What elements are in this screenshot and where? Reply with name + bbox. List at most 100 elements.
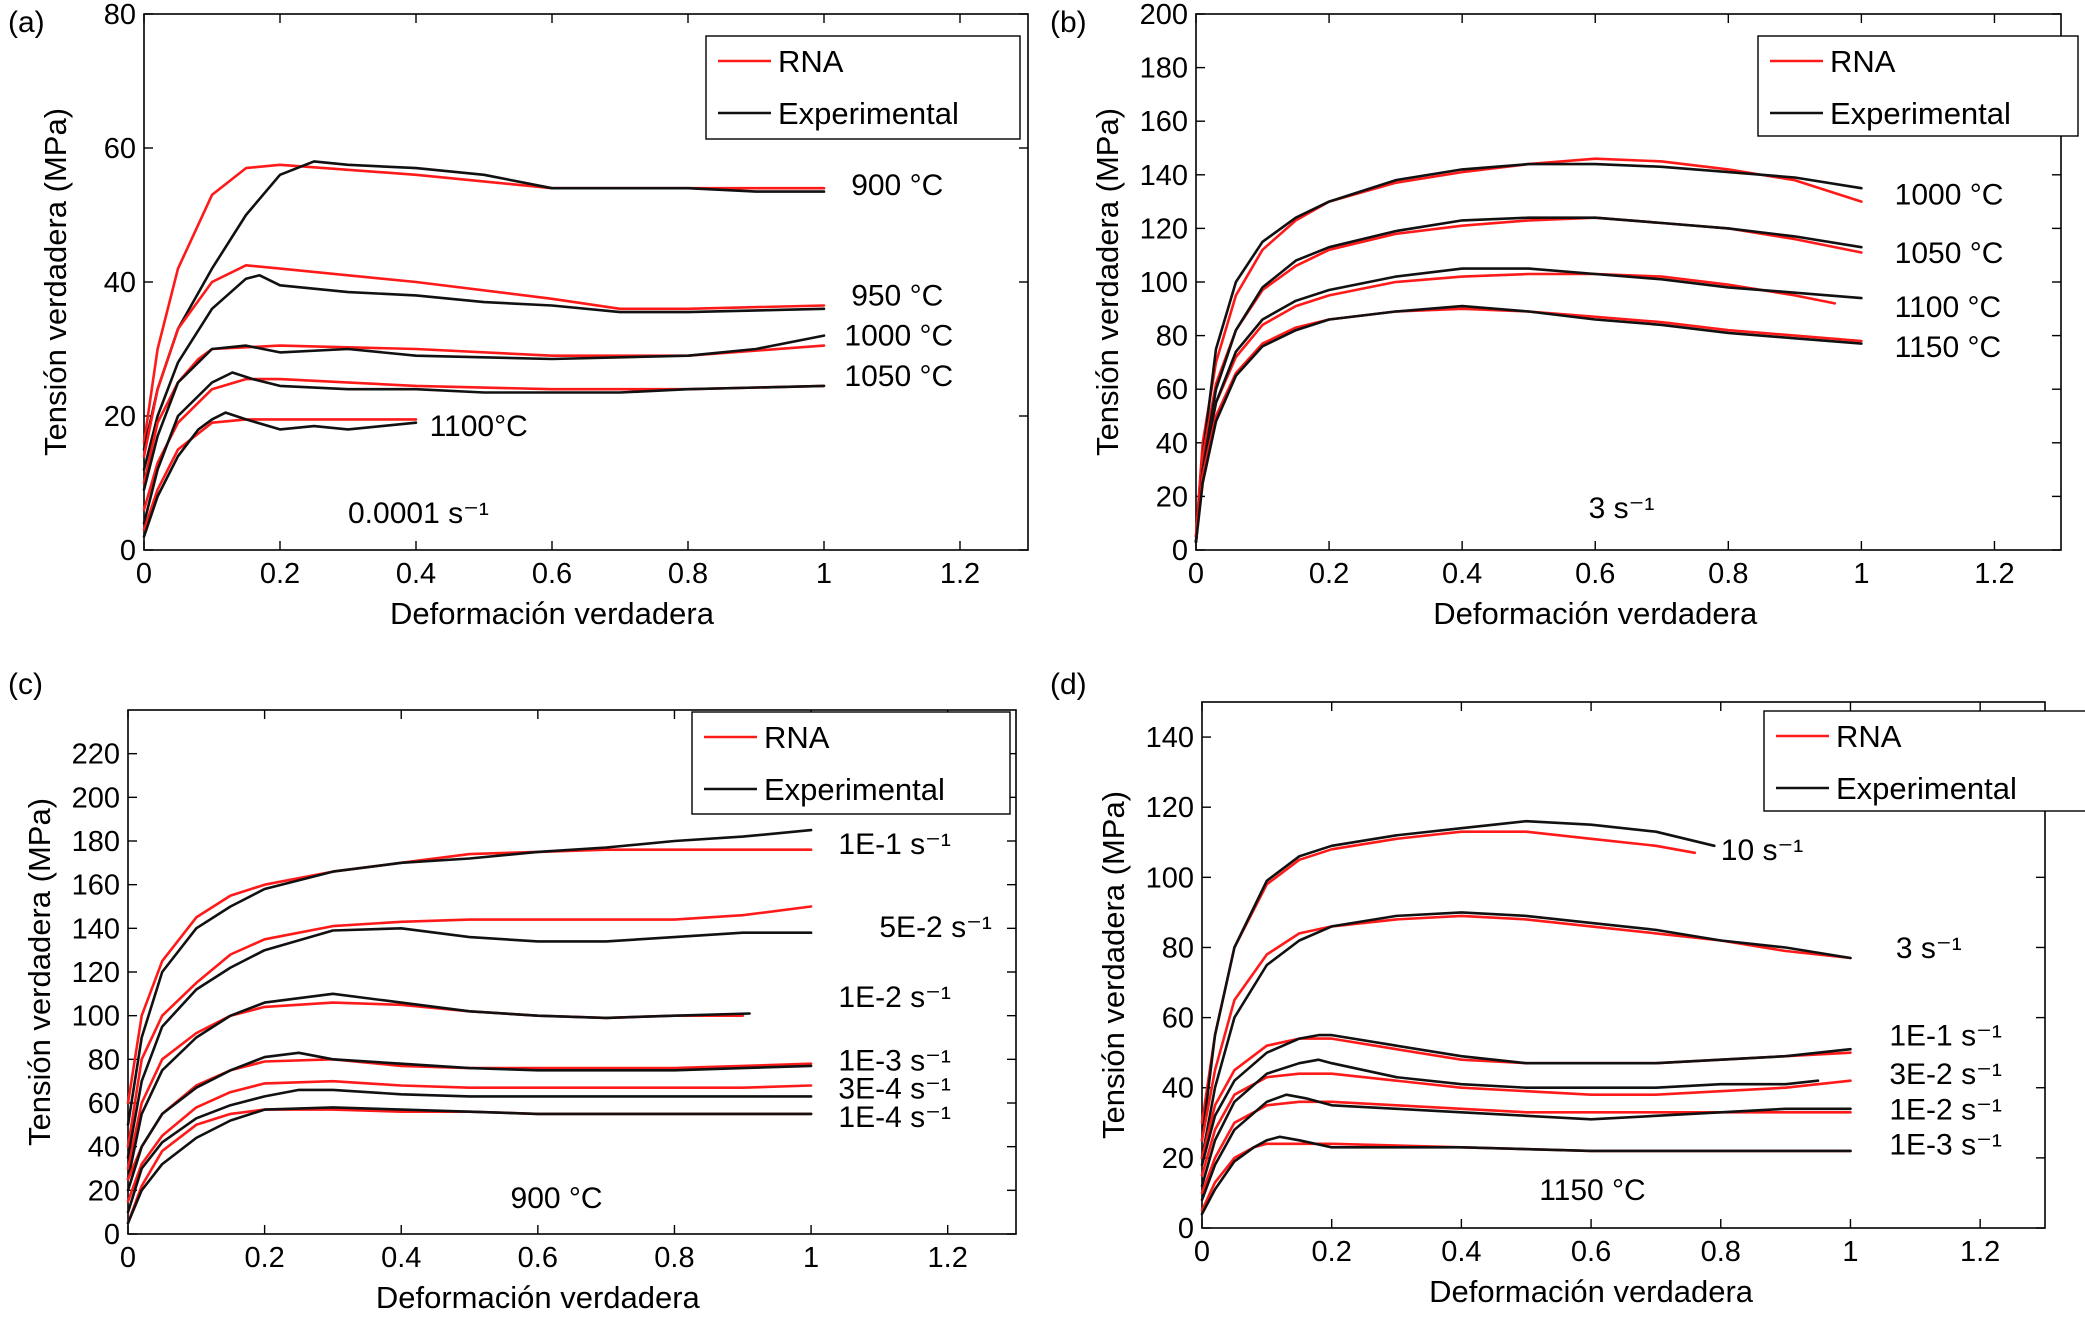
- series-line-experimental: [126, 1051, 813, 1192]
- series-line-experimental: [1194, 304, 1863, 544]
- y-tick-label: 0: [104, 1219, 120, 1251]
- y-tick-label: 160: [1140, 106, 1188, 138]
- series-line-experimental: [142, 411, 418, 538]
- series-line-rna: [1194, 157, 1863, 538]
- y-tick-label: 120: [72, 957, 120, 989]
- series-line-rna: [126, 848, 813, 1105]
- y-tick-label: 100: [1140, 267, 1188, 299]
- curve-annotation: 3 s⁻¹: [1589, 492, 1655, 525]
- y-tick-label: 180: [72, 826, 120, 858]
- series-line-rna: [1194, 307, 1863, 538]
- series-line-rna: [1200, 1142, 1852, 1212]
- series-line-experimental: [142, 371, 826, 525]
- x-tick-label: 0.6: [518, 1242, 558, 1274]
- y-tick-label: 20: [1156, 481, 1188, 513]
- series-line-experimental: [1200, 911, 1852, 1160]
- x-tick-label: 0.2: [260, 558, 300, 590]
- x-tick-label: 0.4: [1442, 558, 1482, 590]
- x-tick-label: 1: [816, 558, 832, 590]
- legend-label: Experimental: [1836, 771, 2017, 806]
- series-line-experimental: [142, 274, 826, 471]
- curve-annotation: 1E-3 s⁻¹: [1889, 1128, 2002, 1161]
- panel-label: (d): [1050, 668, 1087, 701]
- curve-annotation: 0.0001 s⁻¹: [348, 497, 489, 530]
- y-tick-label: 0: [120, 535, 136, 567]
- x-axis-title: Deformación verdadera: [1429, 1274, 1754, 1309]
- series-line-rna: [1194, 216, 1863, 538]
- series-line-experimental: [142, 334, 826, 491]
- legend-label: RNA: [1836, 719, 1902, 754]
- y-tick-label: 20: [104, 401, 136, 433]
- y-tick-label: 40: [1162, 1073, 1194, 1105]
- legend-label: RNA: [1830, 44, 1896, 79]
- curve-annotation: 1E-3 s⁻¹: [838, 1044, 951, 1077]
- y-tick-label: 200: [1140, 0, 1188, 31]
- x-tick-label: 1.2: [1960, 1236, 2000, 1268]
- y-axis-title: Tensión verdadera (MPa): [22, 798, 57, 1146]
- curve-annotation: 10 s⁻¹: [1721, 834, 1804, 867]
- y-tick-label: 140: [1146, 722, 1194, 754]
- legend-label: RNA: [764, 720, 830, 755]
- panel-label: (c): [8, 668, 43, 701]
- legend-box: [705, 35, 1021, 140]
- x-tick-label: 0.8: [654, 1242, 694, 1274]
- panel-label: (a): [8, 6, 45, 39]
- x-tick-label: 0.6: [532, 558, 572, 590]
- legend-label: Experimental: [778, 96, 959, 131]
- y-tick-label: 120: [1140, 213, 1188, 245]
- y-tick-label: 60: [88, 1088, 120, 1120]
- curve-annotation: 5E-2 s⁻¹: [879, 911, 992, 944]
- y-tick-label: 180: [1140, 53, 1188, 85]
- y-tick-label: 0: [1172, 535, 1188, 567]
- series-line-experimental: [142, 160, 826, 451]
- y-tick-label: 80: [1162, 932, 1194, 964]
- legend-box: [1763, 710, 2085, 812]
- y-tick-label: 140: [1140, 160, 1188, 192]
- y-tick-label: 200: [72, 782, 120, 814]
- curve-annotation: 950 °C: [851, 279, 943, 312]
- curve-annotation: 1E-1 s⁻¹: [1889, 1020, 2002, 1053]
- curve-annotation: 1000 °C: [844, 320, 953, 353]
- y-tick-label: 60: [1156, 374, 1188, 406]
- series-line-rna: [126, 905, 813, 1148]
- x-tick-label: 0.4: [1441, 1236, 1481, 1268]
- y-tick-label: 20: [88, 1175, 120, 1207]
- x-axis-title: Deformación verdadera: [1433, 596, 1758, 631]
- x-tick-label: 1.2: [1974, 558, 2014, 590]
- series-line-experimental: [1194, 216, 1863, 544]
- curve-annotation: 1050 °C: [1895, 237, 2004, 270]
- curve-annotation: 900 °C: [851, 169, 943, 202]
- y-axis-title: Tensión verdadera (MPa): [1090, 108, 1125, 456]
- y-tick-label: 60: [104, 133, 136, 165]
- series-line-experimental: [1200, 819, 1716, 1142]
- chart-svg-d: 0 0.2 0.4 0.6 0.8 1 1.2 0 20 40 60 80 100 120 140 Defor…: [1050, 668, 2085, 1309]
- x-tick-label: 1: [1853, 558, 1869, 590]
- y-tick-label: 40: [88, 1132, 120, 1164]
- y-tick-label: 120: [1146, 792, 1194, 824]
- curve-annotation: 1100°C: [430, 410, 528, 443]
- series-line-rna: [1194, 272, 1837, 538]
- curve-annotation: 1050 °C: [844, 360, 953, 393]
- y-axis-title: Tensión verdadera (MPa): [38, 108, 73, 456]
- series-line-rna: [142, 163, 826, 445]
- series-line-rna: [142, 418, 418, 532]
- x-tick-label: 0.8: [1701, 1236, 1741, 1268]
- y-tick-label: 40: [1156, 428, 1188, 460]
- x-axis-title: Deformación verdadera: [390, 596, 715, 631]
- curve-annotation: 1E-2 s⁻¹: [838, 981, 951, 1014]
- x-tick-label: 0.6: [1575, 558, 1615, 590]
- y-tick-label: 140: [72, 913, 120, 945]
- curve-annotation: 1E-4 s⁻¹: [838, 1101, 951, 1134]
- series-line-experimental: [126, 992, 751, 1181]
- series-line-experimental: [1194, 162, 1863, 544]
- legend-label: RNA: [778, 44, 844, 79]
- curve-annotation: 3 s⁻¹: [1896, 932, 1962, 965]
- x-tick-label: 0.4: [381, 1242, 421, 1274]
- x-tick-label: 0.6: [1571, 1236, 1611, 1268]
- plot-frame: [1201, 701, 2046, 1229]
- y-tick-label: 60: [1162, 1003, 1194, 1035]
- legend-label: Experimental: [764, 772, 945, 807]
- series-line-experimental: [126, 1088, 813, 1214]
- x-axis-title: Deformación verdadera: [376, 1280, 701, 1315]
- curve-annotation: 1E-2 s⁻¹: [1889, 1093, 2002, 1126]
